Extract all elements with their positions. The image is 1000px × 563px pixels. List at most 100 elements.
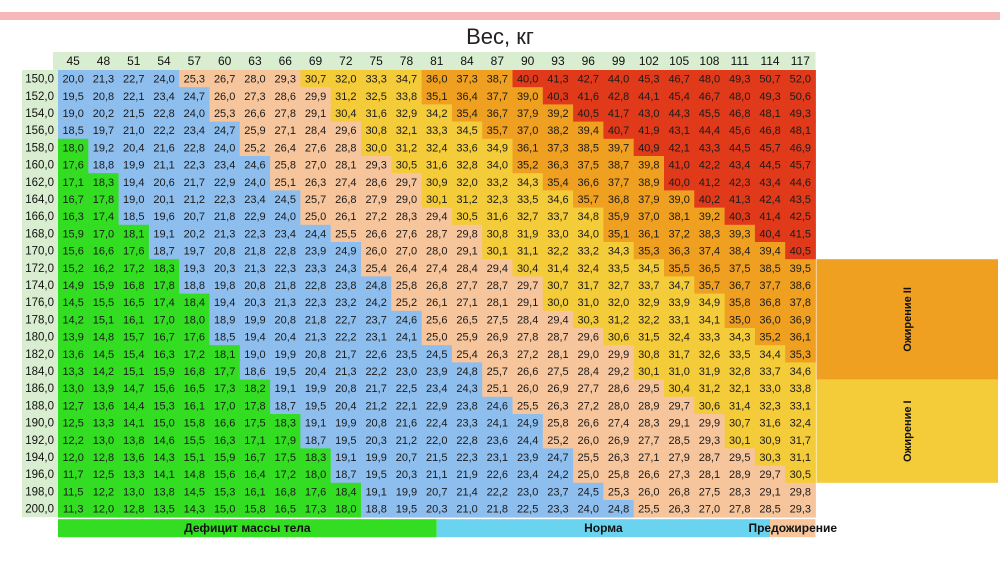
bmi-value: 12,8 bbox=[93, 452, 114, 464]
bmi-cell bbox=[421, 138, 453, 157]
bmi-cell bbox=[633, 121, 665, 140]
bmi-cell bbox=[300, 156, 332, 174]
bmi-cell bbox=[391, 224, 422, 243]
bmi-cell bbox=[694, 104, 725, 122]
bmi-cell bbox=[573, 224, 604, 243]
bmi-cell bbox=[664, 156, 695, 174]
bmi-cell bbox=[573, 396, 604, 415]
bmi-cell bbox=[209, 293, 241, 312]
bmi-cell bbox=[724, 431, 756, 449]
bmi-value: 16,1 bbox=[184, 400, 205, 412]
bmi-cell bbox=[633, 173, 665, 191]
bmi-cell bbox=[330, 500, 362, 518]
bmi-value: 17,6 bbox=[123, 246, 144, 258]
bmi-value: 19,9 bbox=[335, 418, 356, 430]
bmi-cell bbox=[694, 345, 725, 363]
bmi-value: 18,4 bbox=[335, 486, 356, 498]
bmi-value: 26,0 bbox=[638, 486, 659, 498]
bmi-value: 31,5 bbox=[638, 332, 659, 344]
bmi-cell bbox=[300, 328, 332, 346]
bmi-cell bbox=[361, 482, 392, 501]
bmi-value: 24,5 bbox=[275, 194, 296, 206]
bmi-cell bbox=[330, 448, 362, 466]
bmi-cell bbox=[482, 173, 513, 191]
bmi-cell bbox=[512, 156, 544, 174]
bmi-cell bbox=[603, 70, 635, 88]
bmi-value: 17,4 bbox=[93, 211, 114, 223]
bmi-value: 37,9 bbox=[638, 194, 659, 206]
weight-label: 93 bbox=[551, 54, 565, 68]
bmi-value: 13,3 bbox=[123, 469, 144, 481]
bmi-value: 24,0 bbox=[214, 142, 235, 154]
bmi-value: 43,1 bbox=[668, 125, 689, 137]
height-label: 176,0 bbox=[25, 297, 54, 309]
bmi-value: 28,5 bbox=[759, 504, 780, 516]
bmi-cell bbox=[300, 362, 332, 380]
bmi-cell bbox=[542, 121, 574, 140]
bmi-value: 31,9 bbox=[517, 228, 538, 240]
bmi-value: 38,9 bbox=[638, 177, 659, 189]
bmi-value: 36,7 bbox=[729, 280, 750, 292]
bmi-value: 19,6 bbox=[153, 211, 174, 223]
bmi-cell bbox=[785, 293, 816, 312]
bmi-value: 13,0 bbox=[123, 486, 144, 498]
bmi-value: 26,0 bbox=[365, 246, 386, 258]
bmi-cell bbox=[512, 293, 544, 312]
bmi-value: 24,0 bbox=[578, 504, 599, 516]
bmi-value: 29,1 bbox=[759, 486, 780, 498]
bmi-cell bbox=[785, 500, 816, 518]
bmi-cell bbox=[270, 379, 301, 398]
bmi-value: 26,6 bbox=[244, 108, 265, 120]
bmi-value: 22,7 bbox=[123, 74, 144, 86]
weight-label: 60 bbox=[218, 54, 232, 68]
bmi-value: 33,7 bbox=[638, 280, 659, 292]
bmi-value: 26,9 bbox=[547, 383, 568, 395]
bmi-cell bbox=[482, 500, 513, 518]
bmi-cell bbox=[633, 396, 665, 415]
bmi-cell bbox=[239, 500, 271, 518]
bmi-value: 30,8 bbox=[638, 349, 659, 361]
bmi-value: 12,7 bbox=[62, 400, 83, 412]
bmi-cell bbox=[573, 414, 604, 432]
bmi-value: 23,9 bbox=[426, 366, 447, 378]
bmi-cell bbox=[421, 293, 453, 312]
bmi-cell bbox=[694, 138, 725, 157]
bmi-value: 25,0 bbox=[578, 469, 599, 481]
bmi-value: 25,9 bbox=[456, 332, 477, 344]
bmi-value: 23,7 bbox=[547, 486, 568, 498]
bmi-cell bbox=[239, 310, 271, 329]
bmi-value: 36,0 bbox=[759, 314, 780, 326]
bmi-value: 15,6 bbox=[214, 469, 235, 481]
bmi-value: 20,8 bbox=[93, 91, 114, 103]
bmi-value: 27,4 bbox=[335, 177, 356, 189]
bmi-cell bbox=[785, 190, 816, 208]
bmi-cell bbox=[239, 379, 271, 398]
bmi-value: 50,7 bbox=[759, 74, 780, 86]
bmi-cell bbox=[58, 465, 89, 484]
bmi-cell bbox=[391, 173, 422, 191]
bmi-cell bbox=[482, 87, 513, 105]
bmi-cell bbox=[88, 293, 119, 312]
bmi-cell bbox=[421, 465, 453, 484]
bmi-cell bbox=[542, 328, 574, 346]
bmi-cell bbox=[573, 207, 604, 226]
bmi-cell bbox=[603, 293, 635, 312]
bmi-cell bbox=[148, 87, 180, 105]
bmi-cell bbox=[451, 224, 483, 243]
bmi-value: 39,4 bbox=[759, 246, 780, 258]
bmi-cell bbox=[118, 448, 150, 466]
bmi-value: 15,2 bbox=[62, 263, 83, 275]
bmi-cell bbox=[270, 87, 301, 105]
bmi-value: 15,5 bbox=[93, 297, 114, 309]
bmi-cell bbox=[118, 379, 150, 398]
bmi-value: 23,8 bbox=[335, 280, 356, 292]
bmi-value: 31,6 bbox=[426, 160, 447, 172]
bmi-cell bbox=[148, 414, 180, 432]
bmi-cell bbox=[451, 345, 483, 363]
bmi-cell bbox=[179, 482, 210, 501]
bmi-cell bbox=[482, 465, 513, 484]
bmi-cell bbox=[148, 431, 180, 449]
bmi-value: 18,3 bbox=[305, 452, 326, 464]
bmi-value: 19,9 bbox=[275, 349, 296, 361]
bmi-cell bbox=[542, 259, 574, 277]
